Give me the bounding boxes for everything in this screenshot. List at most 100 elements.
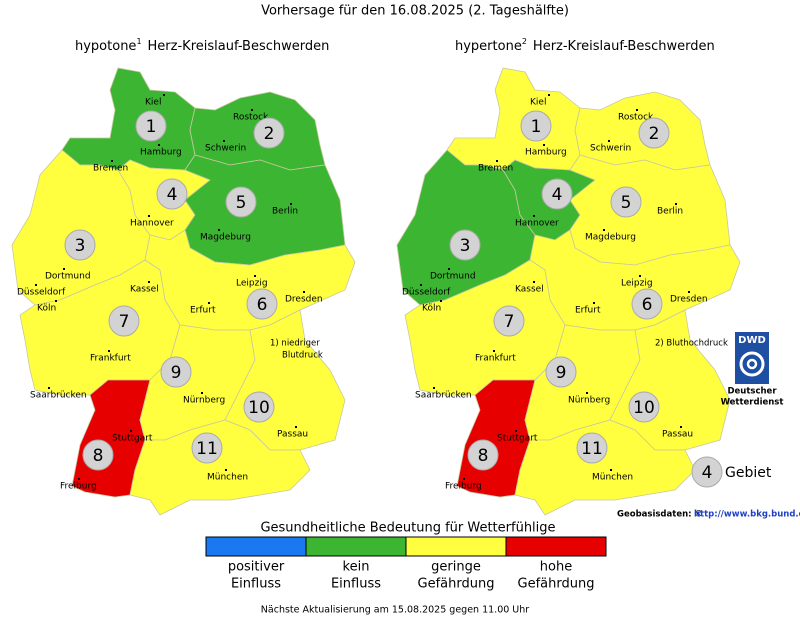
city-dot [108,350,110,352]
city-label: Köln [422,304,441,314]
city-label: Düsseldorf [402,288,451,298]
map-title: hypotone1 Herz-Kreislauf-Beschwerden [75,37,329,54]
city-dot [496,160,498,162]
city-label: Berlin [657,207,683,217]
city-label: Bremen [93,164,128,174]
region-number: 2 [264,124,275,144]
city-label: Frankfurt [475,354,516,364]
city-dot [48,387,50,389]
city-label: München [592,473,633,483]
city-label: Magdeburg [585,233,636,243]
city-label: Saarbrücken [415,391,472,401]
city-dot [688,291,690,293]
legend-swatch [405,536,507,557]
city-dot [680,426,682,428]
city-dot [163,94,165,96]
city-dot [303,291,305,293]
city-label: Dortmund [430,272,476,282]
city-dot [603,229,605,231]
region [514,419,696,516]
region-circle [135,110,167,142]
city-label: Kiel [530,98,546,108]
city-label: Stuttgart [112,434,153,444]
legend-label: Gefährdung [518,577,595,592]
city-label: Dortmund [45,272,91,282]
city-dot [448,268,450,270]
region-circle [156,178,188,210]
logo-swirl [739,351,765,377]
logo-line: Wetterdienst [721,398,784,408]
region-number: 8 [478,446,489,466]
credit-text: Geobasisdaten: © [617,510,703,520]
logo-line: Deutscher [727,387,777,397]
region-circle [160,356,192,388]
legend-label: geringe [431,560,481,575]
city-dot [63,268,65,270]
footnote: Blutdruck [282,351,323,361]
region-number: 11 [581,439,603,459]
region-circle [243,391,275,423]
region-number: 2 [649,124,660,144]
city-dot [290,203,292,205]
region-circle [610,186,642,218]
legend-label: Einfluss [231,577,281,592]
city-dot [548,94,550,96]
city-dot [111,160,113,162]
city-dot [225,469,227,471]
city-dot [55,300,57,302]
region-circle [246,288,278,320]
logo-abbr: DWD [738,335,766,346]
region-circle [225,186,257,218]
region-circle [520,110,552,142]
city-label: Kassel [130,285,159,295]
city-dot [639,275,641,277]
region-number: 10 [248,398,270,418]
region-number: 9 [556,363,567,383]
region [184,154,346,266]
city-dot [675,203,677,205]
city-label: Nürnberg [568,396,610,406]
region-circle [638,117,670,149]
credit-link[interactable]: http://www.bkg.bund.de [694,510,800,520]
region [569,154,731,266]
region-circle [493,305,525,337]
region-circle [467,439,499,471]
city-dot [130,430,132,432]
region-number: 5 [236,193,247,213]
city-dot [420,284,422,286]
region-number: 6 [642,295,653,315]
region-number: 4 [167,185,178,205]
region-circle [253,117,285,149]
city-dot [148,215,150,217]
city-label: Rostock [618,113,654,123]
city-label: Hamburg [525,148,567,158]
region-circle [108,305,140,337]
region-number: 1 [146,117,157,137]
city-label: Magdeburg [200,233,251,243]
city-dot [463,478,465,480]
city-dot [533,215,535,217]
map: Kiel Rostock Hamburg Schwerin Bremen Hannover… [11,37,356,516]
city-label: Hannover [130,219,174,229]
city-dot [593,302,595,304]
key-number: 4 [702,463,713,483]
city-dot [433,387,435,389]
city-dot [223,140,225,142]
city-label: Kiel [145,98,161,108]
city-label: Köln [37,304,56,314]
logo-swirl [746,358,758,370]
key-label: Gebiet [725,465,772,481]
region-circle [191,432,223,464]
legend-label: positiver [228,560,285,575]
city-dot [35,284,37,286]
city-dot [218,229,220,231]
region-number: 9 [171,363,182,383]
city-dot [440,300,442,302]
region-circle [545,356,577,388]
city-label: Dresden [285,295,323,305]
legend: positiver Einfluss kein Einfluss geringe Gefä… [205,536,607,592]
city-label: Nürnberg [183,396,225,406]
region-number: 3 [460,236,471,256]
map-type: hypertone [455,39,522,54]
